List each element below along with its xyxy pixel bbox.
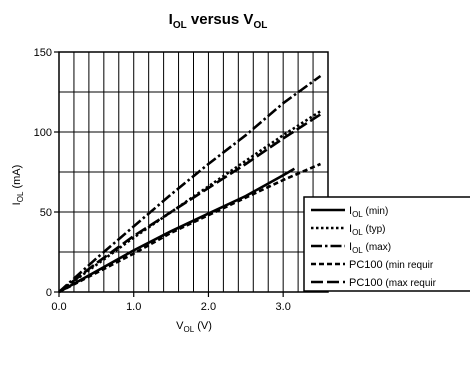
- chart-title-main: I: [169, 11, 173, 28]
- series-line-4: [58, 162, 322, 294]
- legend-label-4: PC100 (min requir: [349, 259, 434, 271]
- legend-label-2: IOL (typ): [349, 223, 386, 237]
- axis-ticks: 0.0 1.0 2.0 3.0 0 50 100 150: [34, 47, 291, 313]
- series-line-1: [58, 167, 296, 294]
- legend-box: [303, 196, 470, 292]
- x-axis-label-main: V: [176, 320, 184, 332]
- series-line-2: [58, 110, 322, 294]
- chart-title-mid: versus V: [187, 11, 254, 28]
- x-axis-label-unit: (V): [194, 320, 212, 332]
- x-tick-label: 2.0: [201, 301, 216, 313]
- series-line-5: [58, 113, 322, 294]
- x-tick-label: 0.0: [51, 301, 66, 313]
- chart-title-sub2: OL: [253, 20, 267, 31]
- legend-label-3: IOL (max): [349, 241, 391, 255]
- y-tick-label: 0: [46, 287, 52, 299]
- chart-title-sub1: OL: [173, 20, 187, 31]
- y-axis-label-sub: OL: [16, 191, 25, 202]
- legend-items: IOL (min) IOL (typ) IOL (max) PC100 (min re…: [311, 205, 437, 289]
- legend-label-5: PC100 (max requir: [349, 277, 437, 289]
- y-tick-label: 50: [40, 207, 52, 219]
- y-tick-label: 100: [34, 127, 52, 139]
- x-axis-label-sub: OL: [183, 325, 194, 334]
- x-tick-label: 1.0: [126, 301, 141, 313]
- x-tick-label: 3.0: [276, 301, 291, 313]
- series-lines: [58, 74, 322, 294]
- plot-frame: [58, 51, 329, 293]
- chart-title: IOL versus VOL: [169, 11, 268, 31]
- y-tick-label: 150: [34, 47, 52, 59]
- legend-label-1: IOL (min): [349, 205, 388, 219]
- series-line-3: [58, 74, 322, 293]
- y-axis-label: IOL (mA): [11, 165, 25, 206]
- x-axis-label: VOL (V): [176, 320, 212, 334]
- legend: IOL (min) IOL (typ) IOL (max) PC100 (min re…: [303, 196, 470, 292]
- y-axis-label-main: I: [11, 202, 23, 205]
- y-axis-label-unit: (mA): [11, 165, 23, 192]
